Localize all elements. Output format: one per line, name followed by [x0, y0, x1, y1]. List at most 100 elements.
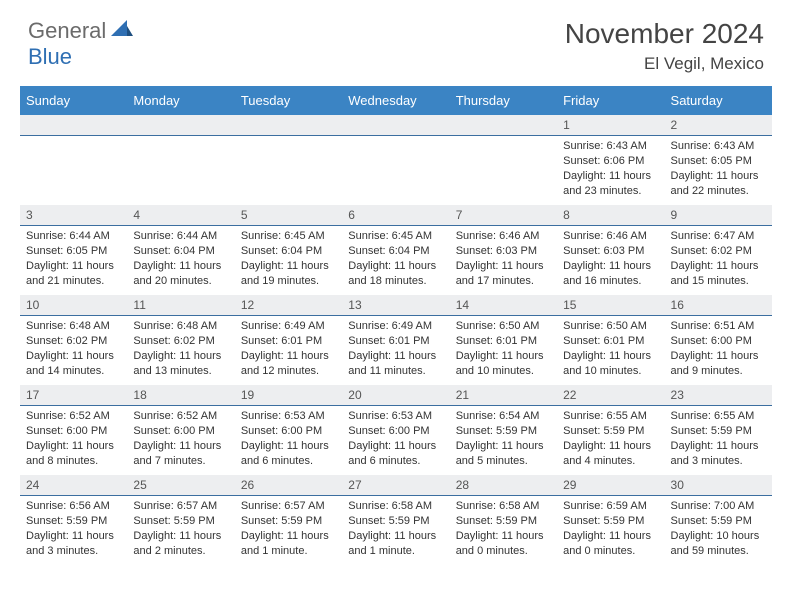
logo-sub: Blue: [28, 44, 72, 70]
sunset-text: Sunset: 5:59 PM: [671, 424, 766, 439]
day-body: Sunrise: 7:00 AMSunset: 5:59 PMDaylight:…: [665, 496, 772, 563]
sunrise-text: Sunrise: 6:46 AM: [563, 229, 658, 244]
daylight-text: Daylight: 11 hours and 3 minutes.: [671, 439, 766, 469]
month-title: November 2024: [565, 18, 764, 50]
day-number: 18: [127, 385, 234, 406]
sunset-text: Sunset: 5:59 PM: [456, 424, 551, 439]
day-body: Sunrise: 6:58 AMSunset: 5:59 PMDaylight:…: [342, 496, 449, 563]
daylight-text: Daylight: 11 hours and 18 minutes.: [348, 259, 443, 289]
calendar-table: SundayMondayTuesdayWednesdayThursdayFrid…: [20, 86, 772, 565]
sunset-text: Sunset: 5:59 PM: [133, 514, 228, 529]
sunrise-text: Sunrise: 6:50 AM: [563, 319, 658, 334]
day-body: Sunrise: 6:45 AMSunset: 6:04 PMDaylight:…: [235, 226, 342, 293]
sunrise-text: Sunrise: 6:53 AM: [241, 409, 336, 424]
sunset-text: Sunset: 6:01 PM: [348, 334, 443, 349]
sunrise-text: Sunrise: 6:53 AM: [348, 409, 443, 424]
calendar-day-cell: 1Sunrise: 6:43 AMSunset: 6:06 PMDaylight…: [557, 115, 664, 205]
day-body: Sunrise: 6:52 AMSunset: 6:00 PMDaylight:…: [127, 406, 234, 473]
logo-triangle-icon: [111, 20, 133, 43]
logo: General: [28, 18, 135, 44]
header: General November 2024 El Vegil, Mexico: [0, 0, 792, 80]
calendar-day-cell: 20Sunrise: 6:53 AMSunset: 6:00 PMDayligh…: [342, 385, 449, 475]
calendar-day-cell: 15Sunrise: 6:50 AMSunset: 6:01 PMDayligh…: [557, 295, 664, 385]
weekday-header: Saturday: [665, 86, 772, 115]
sunset-text: Sunset: 5:59 PM: [348, 514, 443, 529]
calendar-day-cell: 2Sunrise: 6:43 AMSunset: 6:05 PMDaylight…: [665, 115, 772, 205]
calendar-week: 24Sunrise: 6:56 AMSunset: 5:59 PMDayligh…: [20, 475, 772, 565]
sunset-text: Sunset: 6:03 PM: [456, 244, 551, 259]
sunrise-text: Sunrise: 7:00 AM: [671, 499, 766, 514]
sunset-text: Sunset: 5:59 PM: [671, 514, 766, 529]
sunset-text: Sunset: 6:06 PM: [563, 154, 658, 169]
day-body: Sunrise: 6:50 AMSunset: 6:01 PMDaylight:…: [450, 316, 557, 383]
daylight-text: Daylight: 11 hours and 0 minutes.: [563, 529, 658, 559]
sunrise-text: Sunrise: 6:49 AM: [348, 319, 443, 334]
calendar-day-cell: 5Sunrise: 6:45 AMSunset: 6:04 PMDaylight…: [235, 205, 342, 295]
sunset-text: Sunset: 6:02 PM: [671, 244, 766, 259]
calendar-day-cell: [20, 115, 127, 205]
sunset-text: Sunset: 5:59 PM: [563, 424, 658, 439]
day-number: 29: [557, 475, 664, 496]
calendar-day-cell: 17Sunrise: 6:52 AMSunset: 6:00 PMDayligh…: [20, 385, 127, 475]
sunrise-text: Sunrise: 6:49 AM: [241, 319, 336, 334]
day-body: Sunrise: 6:55 AMSunset: 5:59 PMDaylight:…: [557, 406, 664, 473]
sunrise-text: Sunrise: 6:55 AM: [563, 409, 658, 424]
day-number: 16: [665, 295, 772, 316]
day-number: [450, 115, 557, 136]
sunset-text: Sunset: 5:59 PM: [456, 514, 551, 529]
sunrise-text: Sunrise: 6:54 AM: [456, 409, 551, 424]
calendar-day-cell: 7Sunrise: 6:46 AMSunset: 6:03 PMDaylight…: [450, 205, 557, 295]
sunrise-text: Sunrise: 6:56 AM: [26, 499, 121, 514]
day-number: 21: [450, 385, 557, 406]
calendar-week: 3Sunrise: 6:44 AMSunset: 6:05 PMDaylight…: [20, 205, 772, 295]
sunrise-text: Sunrise: 6:44 AM: [133, 229, 228, 244]
daylight-text: Daylight: 11 hours and 5 minutes.: [456, 439, 551, 469]
day-number: 24: [20, 475, 127, 496]
sunrise-text: Sunrise: 6:50 AM: [456, 319, 551, 334]
daylight-text: Daylight: 11 hours and 7 minutes.: [133, 439, 228, 469]
day-number: 10: [20, 295, 127, 316]
day-number: [235, 115, 342, 136]
daylight-text: Daylight: 11 hours and 6 minutes.: [241, 439, 336, 469]
sunrise-text: Sunrise: 6:52 AM: [26, 409, 121, 424]
day-number: 6: [342, 205, 449, 226]
calendar-day-cell: 3Sunrise: 6:44 AMSunset: 6:05 PMDaylight…: [20, 205, 127, 295]
calendar-week: 10Sunrise: 6:48 AMSunset: 6:02 PMDayligh…: [20, 295, 772, 385]
day-body: Sunrise: 6:57 AMSunset: 5:59 PMDaylight:…: [235, 496, 342, 563]
calendar-day-cell: [127, 115, 234, 205]
day-number: 12: [235, 295, 342, 316]
day-number: [342, 115, 449, 136]
calendar-day-cell: 26Sunrise: 6:57 AMSunset: 5:59 PMDayligh…: [235, 475, 342, 565]
day-number: 11: [127, 295, 234, 316]
daylight-text: Daylight: 11 hours and 8 minutes.: [26, 439, 121, 469]
daylight-text: Daylight: 11 hours and 17 minutes.: [456, 259, 551, 289]
sunrise-text: Sunrise: 6:46 AM: [456, 229, 551, 244]
sunset-text: Sunset: 6:00 PM: [671, 334, 766, 349]
daylight-text: Daylight: 11 hours and 4 minutes.: [563, 439, 658, 469]
weekday-header: Tuesday: [235, 86, 342, 115]
day-body: Sunrise: 6:44 AMSunset: 6:04 PMDaylight:…: [127, 226, 234, 293]
day-body: Sunrise: 6:46 AMSunset: 6:03 PMDaylight:…: [450, 226, 557, 293]
sunrise-text: Sunrise: 6:51 AM: [671, 319, 766, 334]
day-body: Sunrise: 6:56 AMSunset: 5:59 PMDaylight:…: [20, 496, 127, 563]
calendar-day-cell: 12Sunrise: 6:49 AMSunset: 6:01 PMDayligh…: [235, 295, 342, 385]
day-number: 13: [342, 295, 449, 316]
day-body: Sunrise: 6:44 AMSunset: 6:05 PMDaylight:…: [20, 226, 127, 293]
sunrise-text: Sunrise: 6:58 AM: [348, 499, 443, 514]
day-number: 25: [127, 475, 234, 496]
sunset-text: Sunset: 6:05 PM: [26, 244, 121, 259]
calendar-day-cell: 9Sunrise: 6:47 AMSunset: 6:02 PMDaylight…: [665, 205, 772, 295]
sunset-text: Sunset: 6:04 PM: [241, 244, 336, 259]
sunrise-text: Sunrise: 6:48 AM: [133, 319, 228, 334]
day-body: Sunrise: 6:45 AMSunset: 6:04 PMDaylight:…: [342, 226, 449, 293]
daylight-text: Daylight: 11 hours and 15 minutes.: [671, 259, 766, 289]
day-body: Sunrise: 6:43 AMSunset: 6:05 PMDaylight:…: [665, 136, 772, 203]
calendar-day-cell: 13Sunrise: 6:49 AMSunset: 6:01 PMDayligh…: [342, 295, 449, 385]
sunset-text: Sunset: 6:01 PM: [241, 334, 336, 349]
sunset-text: Sunset: 5:59 PM: [241, 514, 336, 529]
weekday-header: Friday: [557, 86, 664, 115]
calendar-day-cell: 6Sunrise: 6:45 AMSunset: 6:04 PMDaylight…: [342, 205, 449, 295]
weekday-header: Thursday: [450, 86, 557, 115]
calendar-day-cell: 14Sunrise: 6:50 AMSunset: 6:01 PMDayligh…: [450, 295, 557, 385]
calendar-day-cell: 21 Sunrise: 6:54 AMSunset: 5:59 PMDayligh…: [450, 385, 557, 475]
